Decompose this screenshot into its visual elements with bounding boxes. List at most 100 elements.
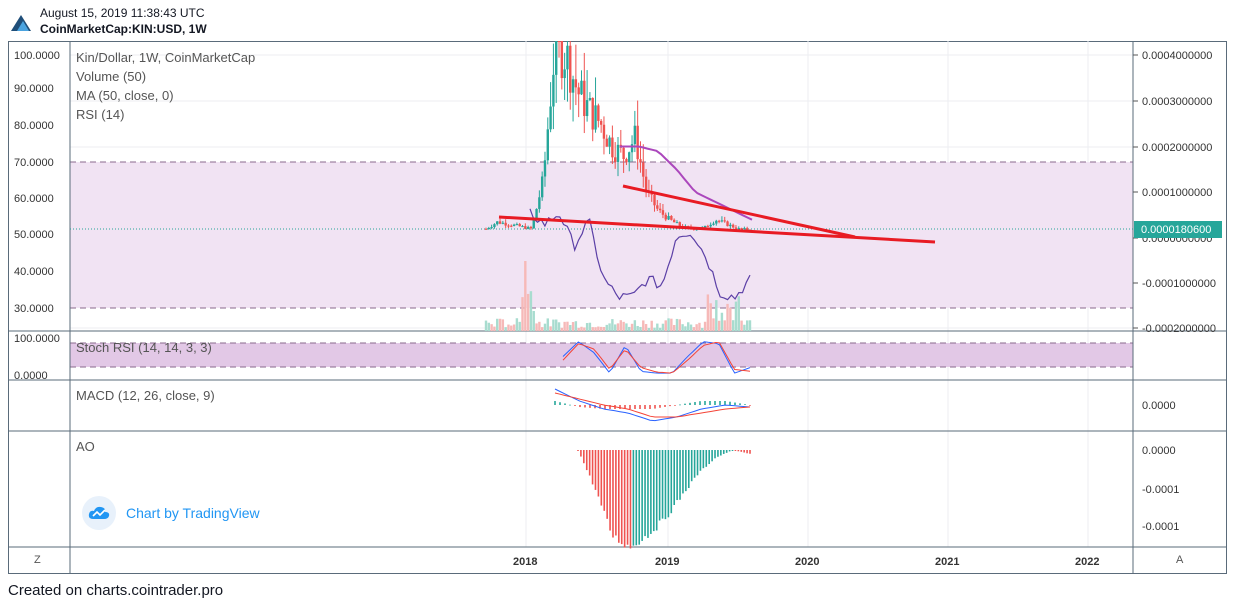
candle-body xyxy=(745,228,749,230)
left-tick-label: 30.0000 xyxy=(14,303,54,315)
volume-bar xyxy=(515,318,519,331)
volume-bar xyxy=(644,324,648,331)
candle-body xyxy=(535,208,538,221)
volume-bar xyxy=(571,322,575,331)
macd-histogram-bar xyxy=(744,404,746,405)
zoom-reset-button[interactable]: Z xyxy=(34,554,41,566)
candle-body xyxy=(703,225,707,228)
right-tick-label: 0.0004000000 xyxy=(1142,50,1212,62)
volume-bar xyxy=(602,326,606,331)
macd-histogram-bar xyxy=(709,401,711,405)
candle-body xyxy=(709,224,712,227)
trendline-support[interactable] xyxy=(498,215,936,244)
ao-bar xyxy=(749,450,751,454)
ao-bar xyxy=(638,450,641,545)
year-tick-label: 2021 xyxy=(935,556,959,568)
candle-body xyxy=(605,138,608,147)
ao-bar xyxy=(664,450,667,520)
macd-tick-label: 0.0000 xyxy=(1142,400,1176,412)
volume-bar xyxy=(529,291,533,331)
year-tick-label: 2022 xyxy=(1075,556,1099,568)
candle-body xyxy=(540,176,544,198)
volume-bar xyxy=(650,320,653,331)
ao-bar xyxy=(652,450,655,532)
volume-bar xyxy=(538,321,541,331)
candlesticks xyxy=(484,41,752,232)
volume-bar xyxy=(681,324,684,331)
left-tick-label: 60.0000 xyxy=(14,193,54,205)
macd-histogram-bar xyxy=(629,405,631,409)
left-tick-label: 100.0000 xyxy=(14,50,60,62)
ao-bar xyxy=(641,450,643,541)
stoch-tick-label: 100.0000 xyxy=(14,333,60,345)
candle-body xyxy=(642,162,645,177)
macd-histogram-bar xyxy=(699,401,701,405)
ao-histogram xyxy=(577,450,751,549)
macd-histogram-bar xyxy=(599,405,601,409)
ao-title: AO xyxy=(76,439,95,454)
volume-bar xyxy=(487,322,491,331)
tradingview-watermark[interactable]: Chart by TradingView xyxy=(82,496,260,530)
macd-histogram-bar xyxy=(609,405,611,409)
volume-bar xyxy=(611,319,614,331)
candle-body xyxy=(543,160,547,177)
volume-bar xyxy=(560,327,564,331)
volume-bar xyxy=(532,310,535,331)
tradingview-cloud-icon xyxy=(82,496,116,530)
candle-body xyxy=(661,210,665,215)
volume-bar xyxy=(555,319,558,331)
macd-histogram-bar xyxy=(694,402,696,405)
candle-body xyxy=(546,129,549,161)
candle-body xyxy=(613,157,617,162)
candle-body xyxy=(625,159,628,163)
candle-body xyxy=(737,228,740,230)
macd-histogram-bar xyxy=(724,401,726,405)
candle-body xyxy=(653,194,656,206)
volume-bar xyxy=(577,327,580,331)
ao-bar xyxy=(612,450,614,538)
volume-bar xyxy=(619,320,623,331)
volume-bar xyxy=(715,300,718,331)
candle-body xyxy=(504,222,507,226)
ao-bar xyxy=(711,450,713,462)
macd-histogram-bar xyxy=(624,405,626,409)
ao-bar xyxy=(687,450,690,489)
macd-histogram-bar xyxy=(664,405,666,407)
volume-bar xyxy=(745,320,749,331)
candle-body xyxy=(484,228,488,230)
candle-body xyxy=(723,220,726,222)
ao-bar xyxy=(632,450,635,546)
volume-bar xyxy=(608,323,611,331)
volume-bar xyxy=(667,318,670,331)
trendline-resistance[interactable] xyxy=(622,184,856,239)
left-tick-label: 40.0000 xyxy=(14,266,54,278)
volume-bar xyxy=(748,320,752,331)
volume-bar xyxy=(703,321,707,331)
volume-bar xyxy=(675,318,679,331)
candle-body xyxy=(664,214,667,220)
macd-histogram-bar xyxy=(714,401,716,405)
volume-bar xyxy=(566,321,569,331)
watermark-text: Chart by TradingView xyxy=(126,505,260,521)
volume-bar xyxy=(658,327,662,331)
volume-bar xyxy=(605,324,608,331)
cointrader-logo-icon xyxy=(10,10,32,32)
candle-body xyxy=(599,120,603,125)
volume-bar xyxy=(549,326,552,331)
volume-bar xyxy=(656,323,659,331)
ao-bar xyxy=(746,450,748,454)
ao-tick-label: -0.0001 xyxy=(1142,521,1179,533)
left-tick-label: 90.0000 xyxy=(14,83,54,95)
candle-body xyxy=(644,176,648,191)
volume-bar xyxy=(552,319,555,331)
volume-bar xyxy=(734,301,738,331)
ao-bar xyxy=(702,450,705,469)
volume-bar xyxy=(717,320,721,331)
macd-histogram-bar xyxy=(644,405,646,409)
volume-bar xyxy=(591,327,594,331)
auto-scale-button[interactable]: A xyxy=(1176,554,1184,566)
volume-bar xyxy=(613,324,617,331)
ao-bar xyxy=(591,450,594,485)
candle-body xyxy=(729,224,732,227)
